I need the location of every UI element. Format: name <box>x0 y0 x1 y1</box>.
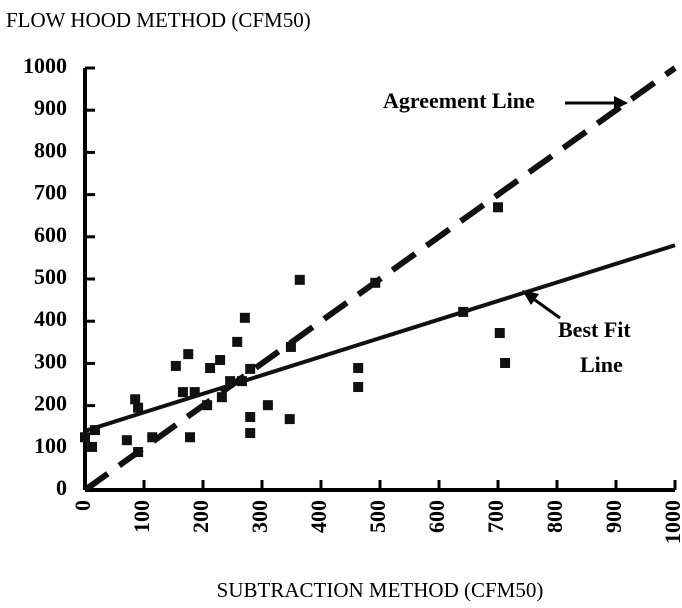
y-tick-label: 800 <box>34 137 67 162</box>
point <box>493 202 503 213</box>
point <box>133 447 144 458</box>
point <box>245 363 256 374</box>
y-tick-label: 600 <box>34 222 67 247</box>
point <box>183 349 194 360</box>
point <box>239 312 250 323</box>
x-tick-label: 200 <box>188 500 213 533</box>
y-tick-label: 0 <box>56 475 67 500</box>
annotation: Agreement Line <box>383 88 535 113</box>
x-tick-label: 300 <box>247 500 272 533</box>
point <box>170 360 181 371</box>
x-tick-label: 900 <box>601 500 626 533</box>
point <box>294 274 305 285</box>
point <box>285 341 296 352</box>
point <box>202 400 213 411</box>
point <box>500 357 511 368</box>
x-tick-label: 600 <box>424 500 449 533</box>
y-tick-label: 200 <box>34 391 67 416</box>
point <box>284 414 295 425</box>
x-tick-label: 0 <box>70 500 95 511</box>
point <box>262 400 273 411</box>
y-tick-label: 700 <box>34 180 67 205</box>
point <box>147 432 158 443</box>
point <box>458 306 469 317</box>
y-tick-label: 1000 <box>23 53 67 78</box>
x-axis-label: SUBTRACTION METHOD (CFM50) <box>217 578 544 602</box>
point <box>177 387 188 398</box>
point <box>205 363 216 374</box>
point <box>216 392 227 403</box>
point <box>232 336 243 347</box>
x-tick-label: 1000 <box>660 500 682 544</box>
best-fit-line <box>84 243 676 433</box>
point <box>245 428 256 439</box>
point <box>245 411 256 422</box>
point <box>353 363 364 374</box>
point <box>80 432 90 443</box>
x-tick-label: 800 <box>542 500 567 533</box>
x-tick-label: 500 <box>365 500 390 533</box>
point <box>90 425 101 436</box>
annotation: Best Fit <box>558 317 631 342</box>
point <box>87 441 98 452</box>
point <box>236 376 247 387</box>
point <box>130 394 141 405</box>
point <box>121 435 132 446</box>
y-tick-label: 400 <box>34 306 67 331</box>
x-tick-label: 100 <box>129 500 154 533</box>
point <box>185 432 196 443</box>
point <box>189 387 200 398</box>
annotation: Line <box>580 352 623 377</box>
y-tick-label: 500 <box>34 264 67 289</box>
y-tick-label: 900 <box>34 95 67 120</box>
point <box>133 402 144 413</box>
x-tick-label: 400 <box>306 500 331 533</box>
point <box>370 277 381 288</box>
chart-title: FLOW HOOD METHOD (CFM50) <box>6 8 311 32</box>
point <box>215 355 226 366</box>
point <box>225 376 236 387</box>
point <box>353 382 364 393</box>
y-tick-label: 300 <box>34 348 67 373</box>
y-tick-label: 100 <box>34 433 67 458</box>
x-tick-label: 700 <box>483 500 508 533</box>
point <box>494 328 505 339</box>
